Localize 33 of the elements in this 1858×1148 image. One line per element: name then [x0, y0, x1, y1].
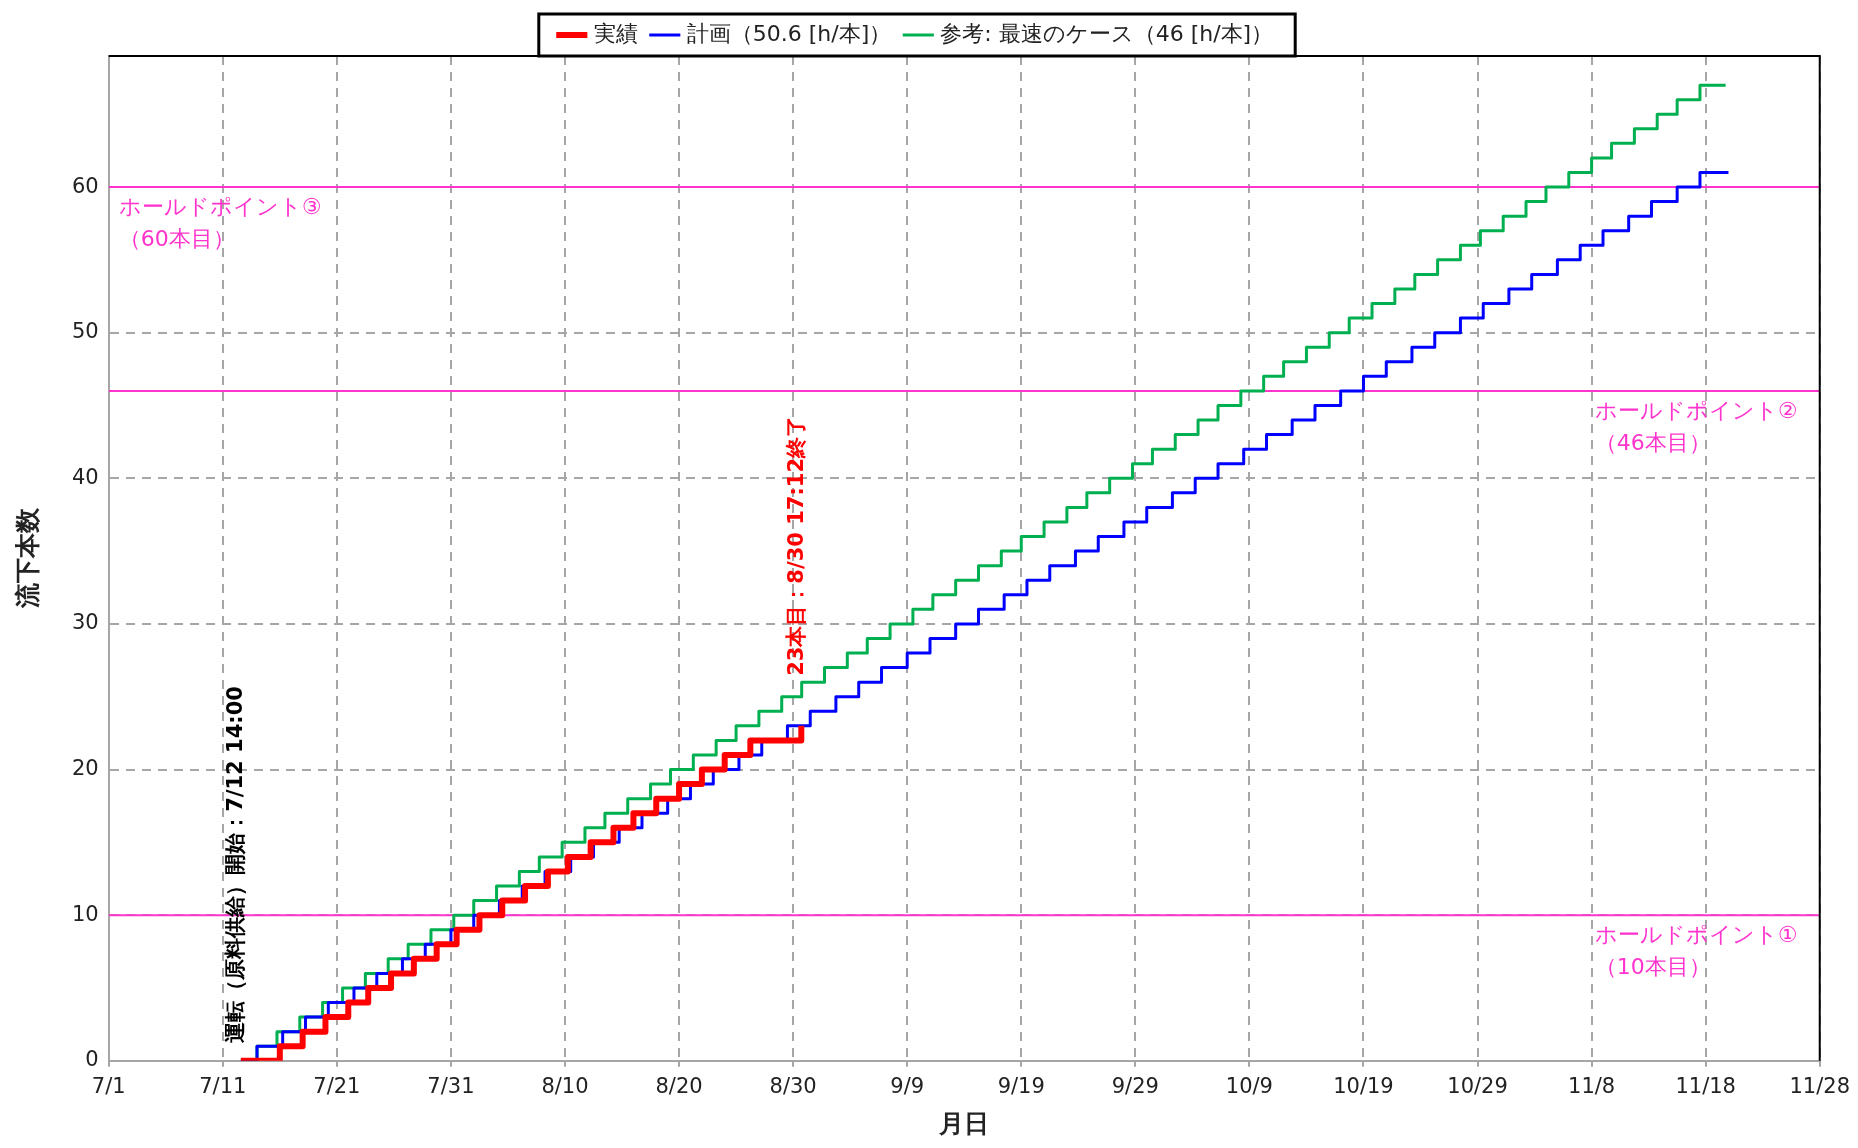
y-tick-label: 60 [71, 173, 99, 198]
annotation: 運転（原料供給）開始：7/12 14:00 [223, 686, 248, 1043]
x-tick-label: 7/31 [427, 1073, 475, 1098]
ref-line-label: ホールドポイント② （46本目） [1594, 397, 1798, 455]
annotation: 23本目：8/30 17:12終了 [783, 415, 808, 676]
x-tick-label: 9/29 [1111, 1073, 1159, 1098]
ref-line-label: ホールドポイント③ （60本目） [118, 193, 322, 251]
x-tick-label: 11/18 [1675, 1073, 1736, 1098]
y-tick-label: 40 [71, 464, 99, 489]
x-tick-label: 9/9 [890, 1073, 925, 1098]
y-tick-label: 0 [85, 1047, 99, 1072]
x-tick-label: 8/30 [769, 1073, 817, 1098]
y-tick-label: 20 [71, 756, 99, 781]
legend-label: 計画（50.6 [h/本]） [686, 20, 892, 46]
x-tick-label: 10/9 [1225, 1073, 1273, 1098]
y-tick-label: 30 [71, 610, 99, 635]
y-tick-label: 10 [71, 901, 99, 926]
ref-line-label: ホールドポイント① （10本目） [1594, 921, 1798, 979]
x-tick-label: 9/19 [997, 1073, 1045, 1098]
x-tick-label: 8/20 [655, 1073, 703, 1098]
y-tick-label: 50 [71, 319, 99, 344]
x-tick-label: 7/1 [91, 1073, 126, 1098]
legend-label: 参考: 最速のケース（46 [h/本]） [940, 20, 1274, 46]
x-tick-label: 11/8 [1568, 1073, 1616, 1098]
x-tick-label: 10/19 [1333, 1073, 1394, 1098]
x-tick-label: 7/11 [199, 1073, 247, 1098]
x-tick-label: 10/29 [1447, 1073, 1508, 1098]
x-tick-label: 8/10 [541, 1073, 589, 1098]
x-axis-title: 月日 [938, 1108, 990, 1138]
legend-label: 実績 [593, 20, 638, 46]
x-tick-label: 11/28 [1789, 1073, 1851, 1098]
y-axis-title: 流下本数 [12, 507, 42, 610]
x-tick-label: 7/21 [313, 1073, 361, 1098]
